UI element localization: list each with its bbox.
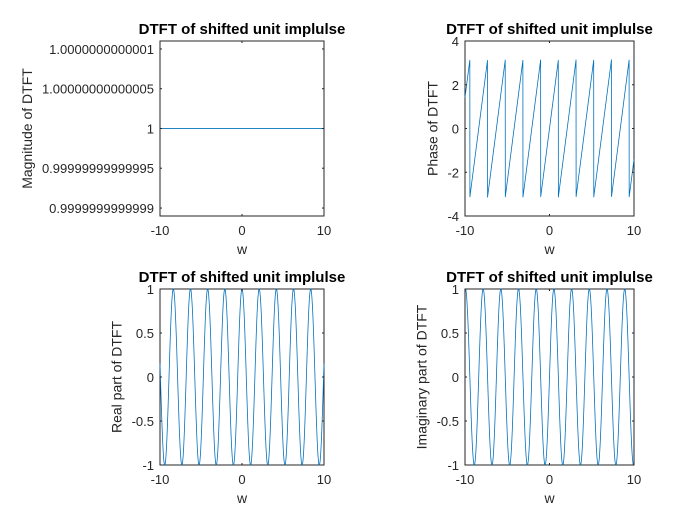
subplot-1: -10 0 10 0.9999999999999 0.99999999999995 1 1.… (19, 21, 345, 257)
y-tick-label-1-4: 1.00000000000005 (42, 82, 154, 97)
series-line-2-1 (464, 59, 635, 198)
y-tick-label-3-2: -0.5 (132, 414, 154, 429)
y-tick-label-1-1: 0.9999999999999 (49, 201, 154, 216)
y-tick-label-1-2: 0.99999999999995 (42, 161, 154, 176)
x-tick-label-2-3: 10 (627, 223, 641, 238)
y-tick-label-3-5: 1 (147, 282, 154, 297)
y-tick-label-4-3: 0 (452, 370, 459, 385)
x-axis-label-1: w (236, 241, 248, 257)
y-tick-label-2-5: 4 (452, 34, 459, 49)
y-axis-label-4: Imaginary part of DTFT (414, 304, 430, 449)
x-tick-label-1-1: -10 (151, 223, 170, 238)
y-tick-label-4-1: -1 (447, 458, 459, 473)
x-tick-label-3-2: 0 (238, 472, 245, 487)
x-tick-label-3-1: -10 (151, 472, 170, 487)
y-tick-label-2-3: 0 (452, 122, 459, 137)
x-axis-label-3: w (236, 490, 248, 506)
x-axis-label-4: w (543, 490, 555, 506)
plot-area-3 (159, 288, 325, 466)
chart-title-3: DTFT of shifted unit implulse (139, 269, 346, 286)
y-tick-label-2-2: -2 (447, 165, 459, 180)
y-tick-label-1-3: 1 (147, 121, 154, 136)
y-tick-label-1-5: 1.0000000000001 (49, 42, 154, 57)
x-tick-label-4-1: -10 (456, 472, 475, 487)
x-tick-label-3-3: 10 (317, 472, 331, 487)
y-tick-label-2-4: 2 (452, 78, 459, 93)
y-axis-label-1: Magnitude of DTFT (19, 68, 35, 189)
chart-title-1: DTFT of shifted unit implulse (139, 21, 346, 38)
x-tick-label-4-3: 10 (627, 472, 641, 487)
series-line-4-1 (464, 288, 635, 466)
x-tick-label-4-2: 0 (546, 472, 553, 487)
y-tick-label-3-1: -1 (142, 458, 154, 473)
x-tick-label-2-2: 0 (546, 223, 553, 238)
y-tick-label-4-4: 0.5 (441, 326, 459, 341)
chart-title-2: DTFT of shifted unit implulse (446, 21, 653, 38)
chart-title-4: DTFT of shifted unit implulse (446, 269, 653, 286)
x-tick-label-1-2: 0 (238, 223, 245, 238)
x-tick-label-1-3: 10 (317, 223, 331, 238)
y-axis-label-3: Real part of DTFT (109, 321, 125, 433)
y-tick-label-3-3: 0 (147, 370, 154, 385)
x-axis-label-2: w (543, 241, 555, 257)
x-tick-label-2-1: -10 (456, 223, 475, 238)
y-tick-label-3-4: 0.5 (136, 326, 154, 341)
y-tick-label-4-2: -0.5 (437, 414, 459, 429)
y-tick-label-4-5: 1 (452, 282, 459, 297)
y-tick-label-2-1: -4 (447, 209, 459, 224)
y-axis-label-2: Phase of DTFT (424, 81, 440, 176)
